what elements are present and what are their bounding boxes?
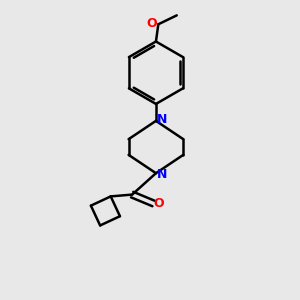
Text: O: O — [154, 197, 164, 210]
Text: N: N — [157, 113, 167, 126]
Text: O: O — [146, 17, 157, 30]
Text: N: N — [157, 168, 167, 181]
